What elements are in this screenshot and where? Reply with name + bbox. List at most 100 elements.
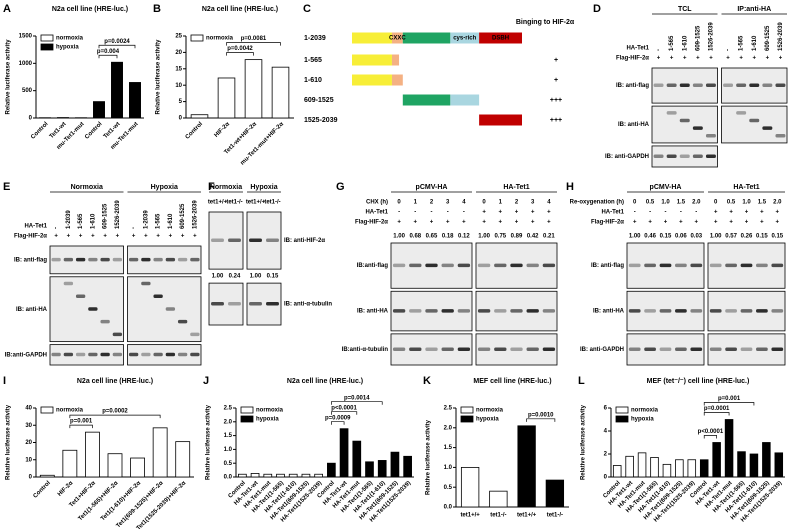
y-tick-label: 0	[29, 475, 33, 481]
blot-band	[165, 352, 176, 357]
panel-letter: F	[208, 181, 215, 193]
y-tick-label: 5	[179, 99, 183, 105]
legend-label: normoxia	[206, 36, 234, 42]
blot-band	[709, 347, 722, 351]
blot-row-label: IB: anti-HA	[16, 307, 48, 313]
blot-band	[771, 263, 784, 268]
lane-label: 2.0	[692, 200, 701, 206]
panel-letter: L	[578, 375, 585, 387]
lane-label: 0.5	[727, 200, 736, 206]
blot-band	[692, 126, 703, 130]
band-quantification: 0.15	[267, 274, 279, 280]
lane-label: -	[463, 210, 465, 216]
lane-label: +	[430, 220, 434, 226]
lane-label: 1-610	[682, 35, 688, 51]
bar	[749, 453, 759, 478]
lane-label: 0	[397, 200, 401, 206]
blot-row-label: IB: anti-α-tubulin	[284, 302, 332, 308]
bar	[244, 59, 263, 119]
blot-band	[409, 263, 422, 268]
lane-label: +	[695, 220, 699, 226]
blot-band	[666, 83, 677, 88]
band-quantification: 1.00	[212, 274, 224, 280]
x-tick-label: Control	[84, 121, 104, 141]
blot-band	[740, 309, 753, 313]
blot-band	[666, 111, 677, 115]
domain-segment	[352, 32, 392, 44]
lane-label: tet1-/-	[226, 200, 242, 206]
domain-segment	[391, 32, 403, 44]
blot-band	[644, 309, 656, 313]
blot-band	[112, 257, 123, 262]
bar	[403, 455, 412, 478]
lane-label: +	[648, 220, 652, 226]
lane-label: 1-565	[78, 213, 84, 229]
y-tick-label: 2.5	[224, 406, 233, 412]
lane-label: 1526-2039	[115, 200, 121, 229]
blot-band	[228, 302, 241, 306]
lane-label: 1526-2039	[778, 22, 784, 51]
blot-membrane	[127, 276, 202, 343]
blot-band	[190, 257, 200, 262]
lane-label: +	[169, 234, 173, 240]
x-tick-label: tet1+/+	[517, 513, 537, 519]
lane-label: +	[482, 220, 486, 226]
lane-label: +	[132, 234, 136, 240]
domain-segment	[450, 32, 480, 44]
blot-band	[112, 332, 123, 337]
binding-strength: +++	[550, 97, 562, 104]
lane-label: 1.0	[661, 200, 670, 206]
blot-band	[542, 263, 556, 268]
panel-letter: H	[566, 181, 574, 193]
band-quantification: 1.00	[629, 234, 641, 240]
y-tick-label: 0	[179, 116, 183, 122]
lane-label: +	[633, 220, 637, 226]
binding-strength: +	[554, 77, 558, 84]
construct-label: 609-1525	[304, 97, 334, 104]
group-label: TCL	[678, 6, 692, 13]
blot-row-label: IB: anti-HA	[618, 122, 650, 128]
blot-band	[266, 238, 279, 243]
blot-membrane	[707, 333, 786, 366]
blot-band	[409, 309, 422, 313]
y-tick-label: 0.5	[224, 461, 233, 467]
lane-label: tet1+/+	[208, 200, 228, 206]
band-quantification: 0.24	[229, 274, 241, 280]
legend-label: hypoxia	[631, 417, 654, 423]
lane-label: +	[67, 234, 71, 240]
treatment-label: HA-Tet1	[601, 210, 624, 216]
blot-band	[153, 352, 163, 357]
blot-membrane	[721, 105, 788, 144]
group-label: HA-Tet1	[503, 184, 529, 191]
blot-row-label: IB: anti-HA	[357, 309, 389, 315]
blot-band	[190, 332, 200, 337]
blot-band	[723, 83, 734, 88]
p-value: p<0.0001	[331, 405, 357, 411]
treatment-label: Flag-HIF-2α	[14, 234, 47, 240]
legend-swatch	[40, 34, 54, 42]
lane-label: 1-565	[739, 35, 745, 51]
blot-band	[653, 154, 664, 158]
blot-row-label: IB: anti-GAPDH	[605, 154, 649, 160]
blot-band	[409, 347, 422, 351]
blot-band	[526, 309, 539, 313]
lane-label: +	[760, 210, 764, 216]
legend-label: normoxia	[476, 408, 504, 414]
lane-label: +	[776, 210, 780, 216]
blot-band	[749, 118, 760, 123]
blot-band	[141, 281, 151, 286]
band-quantification: 0.18	[442, 234, 454, 240]
blot-band	[477, 347, 491, 351]
blot-row-label: IB:anti-α-tubulin	[342, 347, 389, 353]
domain-segment	[391, 54, 400, 66]
p-value: p=0.001	[70, 419, 93, 425]
lane-label: 1	[414, 200, 418, 206]
blot-band	[228, 238, 241, 243]
lane-label: tet1-/-	[264, 200, 280, 206]
blot-band	[690, 347, 703, 351]
band-quantification: 0.12	[458, 234, 470, 240]
group-label: Hypoxia	[250, 184, 277, 191]
blot-band	[725, 263, 737, 268]
lane-label: +	[683, 56, 687, 62]
